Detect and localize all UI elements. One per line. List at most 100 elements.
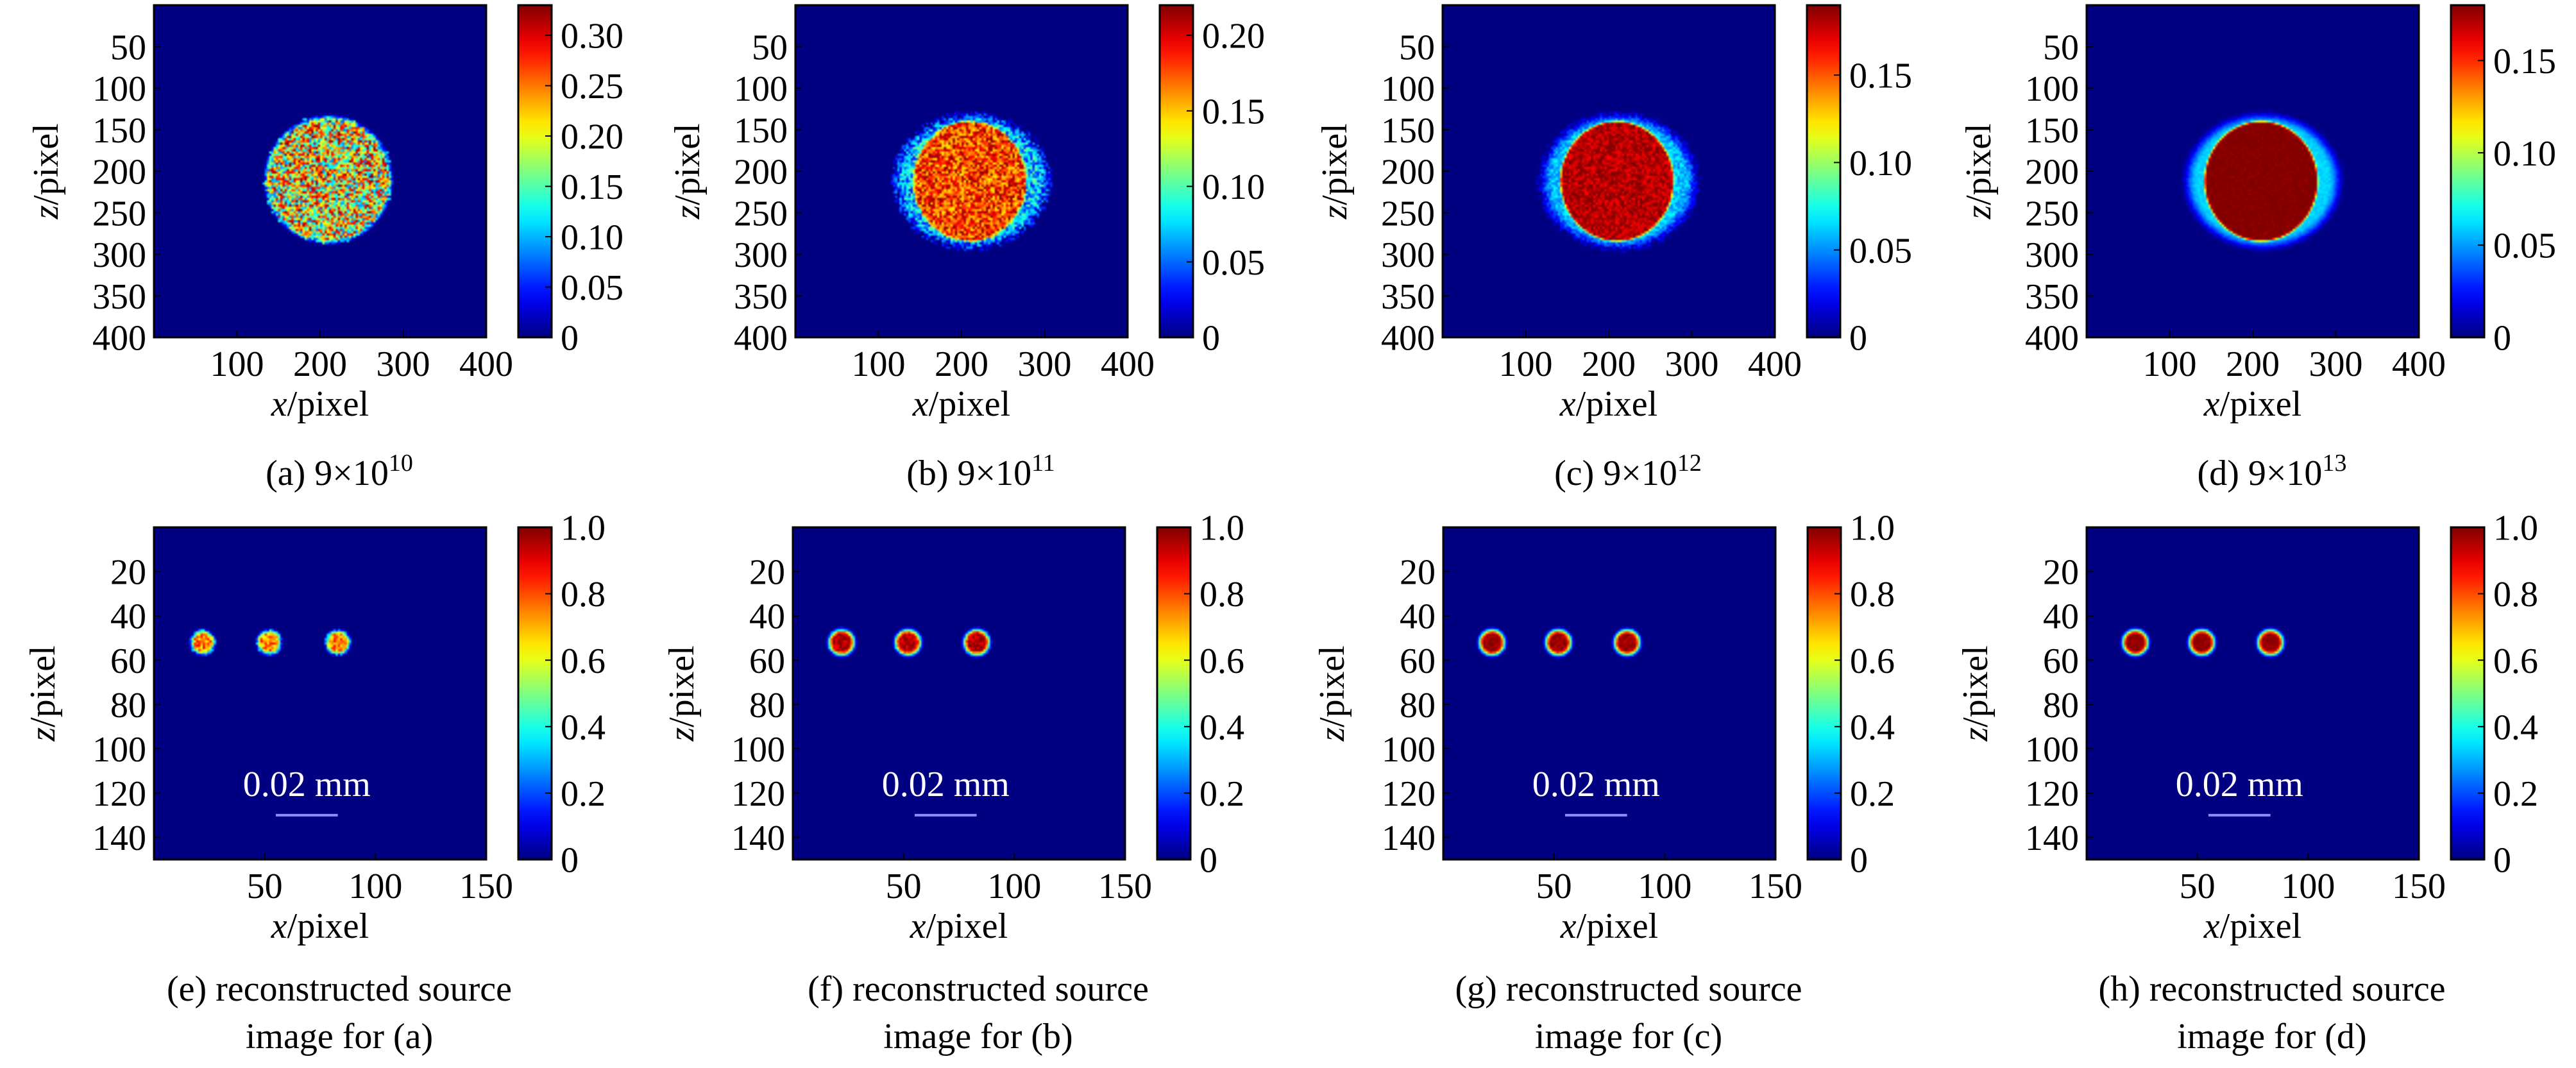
- y-tick-label: 250: [92, 194, 146, 233]
- y-tick-label: 100: [1382, 730, 1436, 770]
- colorbar-tick-label: 0.8: [1850, 575, 1895, 615]
- x-tick-label: 400: [1101, 344, 1155, 384]
- y-tick-label: 60: [110, 641, 146, 681]
- x-tick-label: 100: [348, 867, 402, 906]
- plot-frame: [792, 526, 1126, 861]
- colorbar-tick-label: 0.2: [1850, 774, 1895, 814]
- y-tick-label: 120: [731, 774, 785, 814]
- y-tick-label: 80: [110, 686, 146, 725]
- y-tick-label: 200: [92, 153, 146, 192]
- plot-frame: [1442, 526, 1777, 861]
- x-tick-label: 100: [987, 867, 1041, 906]
- colorbar: [1158, 4, 1194, 339]
- x-axis-label: x/pixel: [2203, 384, 2301, 424]
- x-tick-label: 100: [210, 344, 264, 384]
- x-tick-label: 100: [1638, 867, 1691, 906]
- colorbar-tick-label: 0.4: [1199, 708, 1244, 747]
- x-tick-label: 50: [1536, 867, 1572, 906]
- x-tick-label: 400: [2392, 344, 2446, 384]
- x-axis-label: x/pixel: [1560, 906, 1658, 946]
- colorbar-tick-label: 0.6: [2493, 641, 2538, 681]
- panel-caption-line1: (e) reconstructed source: [167, 969, 512, 1009]
- y-tick-label: 200: [2025, 153, 2079, 192]
- y-tick-label: 120: [92, 774, 146, 814]
- colorbar-tick-label: 0: [2493, 319, 2511, 359]
- x-tick-label: 400: [459, 344, 513, 384]
- x-tick-label: 50: [886, 867, 922, 906]
- colorbar-tick-label: 0.05: [1202, 243, 1265, 283]
- y-tick-label: 40: [110, 597, 146, 637]
- y-tick-label: 80: [2043, 686, 2079, 725]
- panel-caption-line2: image for (b): [883, 1017, 1072, 1056]
- panel-caption-line2: image for (d): [2177, 1017, 2366, 1056]
- y-tick-label: 300: [734, 235, 788, 275]
- colorbar: [2450, 4, 2486, 339]
- colorbar-tick-label: 0.2: [561, 774, 606, 814]
- x-tick-label: 300: [377, 344, 430, 384]
- y-tick-label: 120: [2025, 774, 2079, 814]
- y-tick-label: 40: [1400, 597, 1436, 637]
- colorbar-tick-label: 0.2: [2493, 774, 2538, 814]
- y-axis-label: z/pixel: [1315, 123, 1355, 219]
- x-axis-label: x/pixel: [2203, 906, 2301, 946]
- y-tick-label: 200: [1381, 153, 1435, 192]
- x-tick-label: 200: [293, 344, 347, 384]
- x-tick-label: 100: [852, 344, 906, 384]
- y-tick-label: 140: [1382, 818, 1436, 858]
- colorbar-tick-label: 0: [1199, 841, 1217, 881]
- panel-caption: (b) 9×1011: [906, 450, 1055, 493]
- y-tick-label: 140: [92, 818, 146, 858]
- colorbar-tick-label: 0.10: [2493, 134, 2556, 174]
- x-tick-label: 50: [247, 867, 283, 906]
- y-tick-label: 20: [2043, 553, 2079, 593]
- x-tick-label: 150: [2392, 867, 2446, 906]
- x-tick-label: 200: [2226, 344, 2280, 384]
- y-tick-label: 80: [1400, 686, 1436, 725]
- colorbar-tick-label: 1.0: [2493, 509, 2538, 548]
- y-tick-label: 300: [1381, 235, 1435, 275]
- y-tick-label: 20: [1400, 553, 1436, 593]
- y-tick-label: 350: [2025, 277, 2079, 317]
- x-axis-label: x/pixel: [271, 384, 369, 424]
- y-axis-label: z/pixel: [1312, 645, 1352, 742]
- heatmap-image: [795, 5, 1128, 337]
- y-tick-label: 140: [2025, 818, 2079, 858]
- scale-bar-label: 0.02 mm: [2176, 765, 2303, 804]
- y-axis-label: z/pixel: [668, 123, 708, 219]
- colorbar-tick-label: 0.15: [561, 167, 623, 207]
- heatmap-image: [154, 5, 486, 337]
- colorbar-tick-label: 0.10: [561, 218, 623, 258]
- scale-bar-label: 0.02 mm: [1532, 765, 1660, 804]
- y-tick-label: 40: [749, 597, 785, 637]
- colorbar-tick-label: 0.6: [561, 641, 606, 681]
- colorbar: [517, 526, 553, 861]
- y-axis-label: z/pixel: [23, 645, 63, 742]
- y-tick-label: 100: [92, 730, 146, 770]
- y-tick-label: 150: [2025, 111, 2079, 151]
- x-axis-label: x/pixel: [912, 384, 1010, 424]
- panel-caption-line1: (h) reconstructed source: [2098, 969, 2445, 1009]
- y-tick-label: 50: [110, 28, 146, 67]
- y-tick-label: 250: [1381, 194, 1435, 233]
- colorbar-tick-label: 0.25: [561, 67, 623, 106]
- panel-caption-line2: image for (c): [1535, 1017, 1722, 1056]
- x-tick-label: 100: [2281, 867, 2335, 906]
- y-tick-label: 120: [1382, 774, 1436, 814]
- colorbar-tick-label: 0.05: [561, 268, 623, 308]
- heatmap-image: [793, 527, 1125, 860]
- y-tick-label: 400: [1381, 319, 1435, 359]
- y-tick-label: 150: [1381, 111, 1435, 151]
- x-axis-label: x/pixel: [910, 906, 1008, 946]
- colorbar-tick-label: 0.4: [2493, 708, 2538, 747]
- colorbar-tick-label: 0.15: [1849, 56, 1912, 96]
- y-tick-label: 150: [92, 111, 146, 151]
- y-tick-label: 400: [92, 319, 146, 359]
- y-tick-label: 20: [749, 553, 785, 593]
- y-tick-label: 250: [734, 194, 788, 233]
- panel-caption: (d) 9×1013: [2198, 450, 2347, 493]
- panel-caption: (c) 9×1012: [1554, 450, 1702, 493]
